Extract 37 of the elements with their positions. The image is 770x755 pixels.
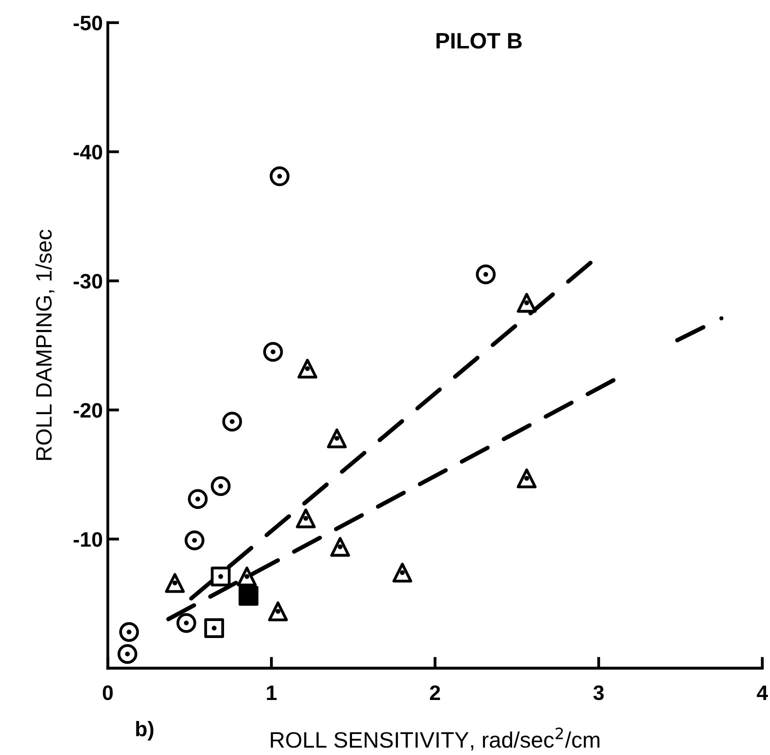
text: b) [136,721,154,740]
point [392,562,412,583]
point [263,342,283,362]
point [222,412,242,432]
point [184,530,204,550]
point [516,292,537,313]
point [176,613,196,633]
x-tick-label: 4 [756,686,768,700]
point [164,573,185,593]
y-tick-label: -40 [74,144,102,160]
point [118,644,138,664]
point [236,566,257,586]
y-axis-title: ROLL DAMPING, 1/sec [35,230,54,460]
point [210,566,231,586]
y-tick-label: -20 [74,402,102,418]
x-axis-title: ROLL SENSITIVITY, rad/sec$^{2}$/cm [270,728,600,750]
chart-title: PILOT B [436,32,522,49]
point [516,468,537,488]
x-tick-label: 2 [430,685,440,700]
point [296,508,316,528]
point [238,586,258,606]
point [326,428,347,448]
x-tick-label: 0 [102,685,113,700]
y-tick-label: -30 [74,274,102,289]
point [204,618,224,638]
point [270,166,290,186]
point [298,358,318,379]
x-tick-label: 3 [593,685,604,700]
point [119,622,139,642]
y-tick-label: -10 [74,532,102,547]
x-tick-label: 1 [266,686,277,700]
point [476,264,496,284]
point [210,476,231,496]
y-tick-label: -50 [74,16,102,30]
point [330,536,350,557]
point [188,489,208,509]
point [268,601,288,622]
